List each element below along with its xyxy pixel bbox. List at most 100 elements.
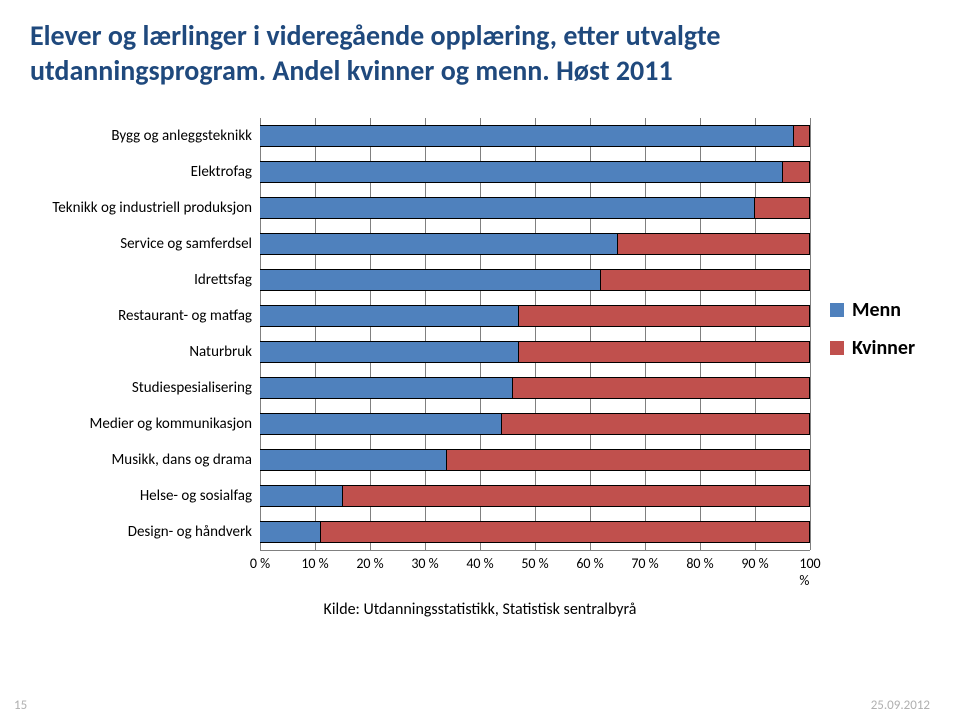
chart: Bygg og anleggsteknikk Elektrofag Teknikk …: [30, 118, 810, 578]
x-tick: 40 %: [466, 555, 493, 572]
category-label: Musikk, dans og drama: [30, 451, 260, 469]
category-label: Bygg og anleggsteknikk: [30, 127, 260, 145]
chart-row: Design- og håndverk: [30, 514, 810, 550]
source-text: Kilde: Utdanningsstatistikk, Statistisk …: [30, 600, 930, 619]
bar-segment-menn: [260, 162, 783, 182]
bar-segment-menn: [260, 198, 755, 218]
bar-segment-kvinner: [502, 414, 810, 434]
plot-cell: [260, 370, 810, 406]
footer: 15 25.09.2012: [14, 698, 930, 713]
plot-cell: [260, 154, 810, 190]
bar: [260, 521, 810, 543]
bar-segment-menn: [260, 486, 343, 506]
category-label: Elektrofag: [30, 163, 260, 181]
chart-row: Idrettsfag: [30, 262, 810, 298]
bar-segment-kvinner: [519, 342, 811, 362]
bar-segment-kvinner: [755, 198, 810, 218]
category-label: Medier og kommunikasjon: [30, 415, 260, 433]
x-tick: 90 %: [741, 555, 768, 572]
x-tick: 0 %: [250, 555, 270, 572]
bar: [260, 341, 810, 363]
bar-segment-kvinner: [519, 306, 811, 326]
bar: [260, 197, 810, 219]
x-axis: 0 %10 %20 %30 %40 %50 %60 %70 %80 %90 %1…: [30, 550, 810, 578]
legend-label: Menn: [852, 298, 901, 322]
plot-cell: [260, 478, 810, 514]
bar-segment-menn: [260, 378, 513, 398]
legend-swatch: [830, 341, 844, 355]
plot-cell: [260, 226, 810, 262]
bar-segment-kvinner: [601, 270, 810, 290]
chart-row: Teknikk og industriell produksjon: [30, 190, 810, 226]
plot-cell: [260, 262, 810, 298]
bar-segment-kvinner: [513, 378, 810, 398]
plot-cell: [260, 298, 810, 334]
bar-segment-kvinner: [618, 234, 811, 254]
x-tick: 100 %: [799, 555, 820, 589]
bar-segment-kvinner: [321, 522, 811, 542]
x-tick: 30 %: [411, 555, 438, 572]
bar-segment-menn: [260, 234, 618, 254]
chart-row: Naturbruk: [30, 334, 810, 370]
plot-cell: [260, 442, 810, 478]
bar: [260, 305, 810, 327]
title-line-2: utdanningsprogram. Andel kvinner og menn…: [30, 53, 673, 88]
category-label: Studiespesialisering: [30, 379, 260, 397]
bar-segment-kvinner: [343, 486, 811, 506]
bar-segment-menn: [260, 342, 519, 362]
chart-row: Studiespesialisering: [30, 370, 810, 406]
bar: [260, 233, 810, 255]
chart-row: Elektrofag: [30, 154, 810, 190]
category-label: Naturbruk: [30, 343, 260, 361]
category-label: Service og samferdsel: [30, 235, 260, 253]
bar-segment-kvinner: [783, 162, 811, 182]
bar: [260, 485, 810, 507]
legend: Menn Kvinner: [830, 298, 930, 374]
x-tick: 20 %: [356, 555, 383, 572]
bar-segment-kvinner: [794, 126, 811, 146]
bar-segment-menn: [260, 414, 502, 434]
plot-cell: [260, 190, 810, 226]
category-label: Helse- og sosialfag: [30, 487, 260, 505]
chart-row: Restaurant- og matfag: [30, 298, 810, 334]
category-label: Idrettsfag: [30, 271, 260, 289]
chart-row: Musikk, dans og drama: [30, 442, 810, 478]
legend-swatch: [830, 303, 844, 317]
bar: [260, 125, 810, 147]
category-label: Teknikk og industriell produksjon: [30, 199, 260, 217]
legend-item: Kvinner: [830, 336, 930, 360]
chart-container: Bygg og anleggsteknikk Elektrofag Teknikk …: [30, 118, 930, 578]
bar-segment-menn: [260, 306, 519, 326]
page-number: 15: [14, 698, 27, 713]
bar: [260, 161, 810, 183]
chart-title: Elever og lærlinger i videregående opplæ…: [30, 18, 930, 88]
x-tick: 70 %: [631, 555, 658, 572]
plot-cell: [260, 118, 810, 154]
bar-segment-menn: [260, 270, 601, 290]
plot-cell: [260, 406, 810, 442]
bar-segment-kvinner: [447, 450, 810, 470]
category-label: Restaurant- og matfag: [30, 307, 260, 325]
bar-segment-menn: [260, 450, 447, 470]
x-tick: 50 %: [521, 555, 548, 572]
chart-row: Service og samferdsel: [30, 226, 810, 262]
category-label: Design- og håndverk: [30, 523, 260, 541]
bar: [260, 449, 810, 471]
bar-segment-menn: [260, 126, 794, 146]
plot-cell: [260, 514, 810, 550]
chart-row: Bygg og anleggsteknikk: [30, 118, 810, 154]
plot-cell: [260, 334, 810, 370]
x-tick: 80 %: [686, 555, 713, 572]
chart-row: Helse- og sosialfag: [30, 478, 810, 514]
bar-segment-menn: [260, 522, 321, 542]
legend-item: Menn: [830, 298, 930, 322]
legend-label: Kvinner: [852, 336, 915, 360]
bar: [260, 413, 810, 435]
x-tick: 60 %: [576, 555, 603, 572]
bar: [260, 377, 810, 399]
title-line-1: Elever og lærlinger i videregående opplæ…: [30, 18, 720, 53]
footer-date: 25.09.2012: [871, 698, 930, 713]
chart-row: Medier og kommunikasjon: [30, 406, 810, 442]
bar: [260, 269, 810, 291]
x-tick: 10 %: [301, 555, 328, 572]
